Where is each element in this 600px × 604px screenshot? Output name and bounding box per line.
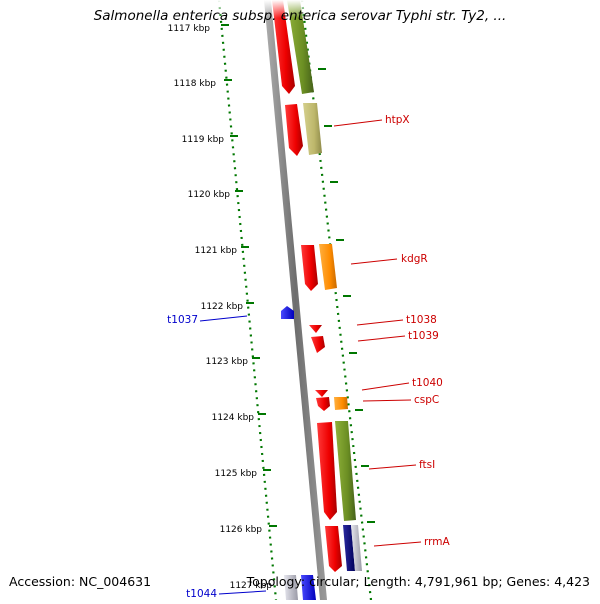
- leader-line: [199, 315, 248, 322]
- gene-label-t1037[interactable]: t1037: [167, 314, 198, 326]
- gene-arrow-kdgR[interactable]: [301, 245, 318, 291]
- tick-label: 1118 kbp: [174, 79, 217, 89]
- top-fade: [160, 0, 380, 18]
- genome-backbone: [264, 0, 327, 600]
- leader-lines: [199, 119, 422, 595]
- gene-arrow-t1040[interactable]: [315, 390, 328, 397]
- tick-label: 1119 kbp: [182, 135, 225, 145]
- tick-label: 1122 kbp: [201, 302, 244, 312]
- gene-label-t1038[interactable]: t1038: [406, 314, 437, 326]
- cog-features: [284, 0, 362, 600]
- tick-labels: 1117 kbp 1118 kbp 1119 kbp 1120 kbp 1121…: [168, 24, 273, 591]
- cog-bar[interactable]: [334, 397, 348, 410]
- cog-bar[interactable]: [287, 0, 314, 94]
- gene-labels: htpX kdgR t1038 t1039 t1040 cspC ftsI rr…: [167, 114, 450, 600]
- cog-bar[interactable]: [301, 575, 316, 600]
- leader-line: [333, 119, 383, 127]
- map-title: Salmonella enterica subsp. enterica sero…: [93, 8, 507, 24]
- tick-label: 1121 kbp: [195, 246, 238, 256]
- accession-text: Accession: NC_004631: [9, 574, 152, 589]
- outer-tick-ring: [300, 0, 373, 601]
- tick-label: 1120 kbp: [188, 190, 231, 200]
- gene-label-t1039[interactable]: t1039: [408, 330, 439, 342]
- gene-arrow[interactable]: [272, 0, 295, 94]
- leader-line: [362, 399, 412, 402]
- cog-bar[interactable]: [303, 103, 322, 155]
- gene-label-htpX[interactable]: htpX: [385, 114, 410, 126]
- cog-bar[interactable]: [284, 575, 298, 600]
- cog-bar[interactable]: [351, 525, 362, 571]
- tick-label: 1125 kbp: [215, 469, 258, 479]
- forward-genes: [272, 0, 342, 572]
- gene-arrow-ftsI[interactable]: [317, 422, 337, 520]
- gene-arrow-htpX[interactable]: [285, 104, 303, 156]
- tick-label: 1127 kbp: [230, 581, 273, 591]
- leader-line: [368, 464, 417, 470]
- leader-line: [350, 258, 398, 265]
- cog-bar[interactable]: [319, 244, 337, 290]
- gene-arrow-rrmA[interactable]: [325, 526, 342, 572]
- leader-line: [218, 590, 267, 595]
- tick-label: 1123 kbp: [206, 357, 249, 367]
- tick-marks: [221, 24, 375, 527]
- leader-line: [357, 335, 406, 342]
- gene-label-cspC[interactable]: cspC: [414, 394, 439, 406]
- gene-label-kdgR[interactable]: kdgR: [401, 253, 428, 265]
- topology-text: Topology: circular; Length: 4,791,961 bp…: [246, 574, 590, 589]
- tick-label: 1124 kbp: [212, 413, 255, 423]
- gene-arrow-t1039[interactable]: [311, 336, 325, 353]
- leader-line: [373, 541, 422, 547]
- cog-bar[interactable]: [335, 421, 356, 521]
- tick-label: 1126 kbp: [220, 525, 263, 535]
- gene-label-t1040[interactable]: t1040: [412, 377, 443, 389]
- inner-tick-ring: [217, 0, 278, 601]
- gene-arrow-cspC[interactable]: [316, 397, 330, 411]
- tick-label: 1117 kbp: [168, 24, 211, 34]
- leader-line: [356, 319, 404, 326]
- gene-arrow-t1037[interactable]: [281, 306, 294, 319]
- gene-label-t1044[interactable]: t1044: [186, 588, 217, 600]
- leader-line: [361, 382, 410, 391]
- gene-label-ftsI[interactable]: ftsI: [419, 459, 435, 471]
- gene-label-rrmA[interactable]: rrmA: [424, 536, 450, 548]
- gene-arrow-t1038[interactable]: [309, 325, 322, 333]
